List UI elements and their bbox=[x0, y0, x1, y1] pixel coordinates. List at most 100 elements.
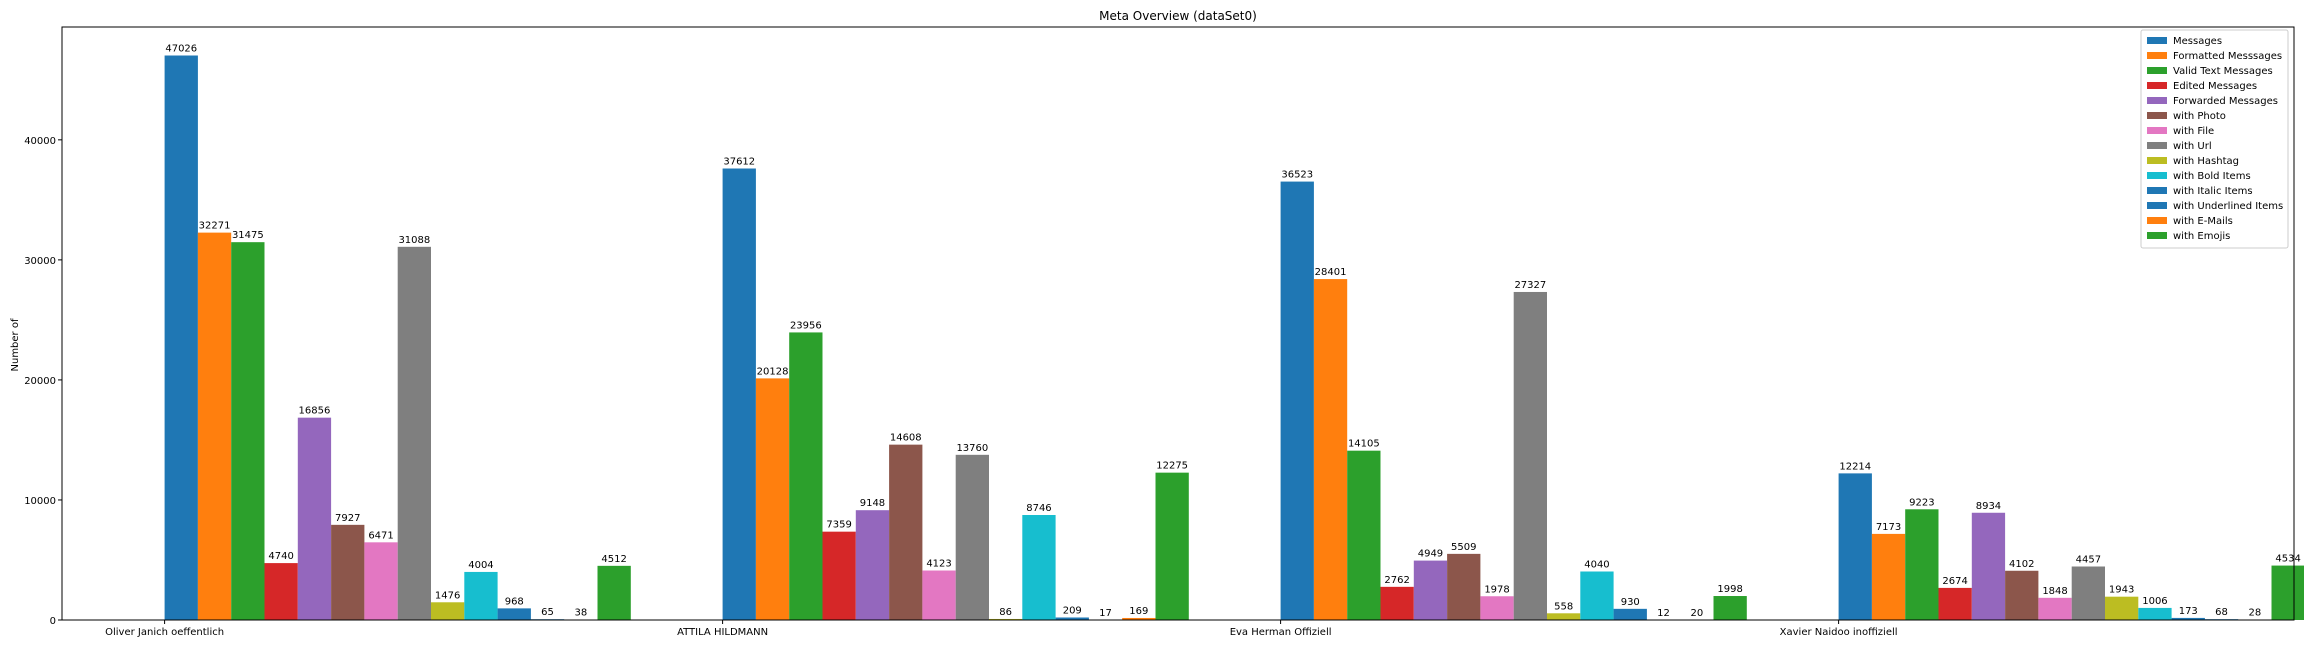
x-tick-label: Xavier Naidoo inoffiziell bbox=[1780, 627, 1898, 638]
legend-swatch bbox=[2147, 187, 2167, 194]
legend-swatch bbox=[2147, 157, 2167, 164]
bar bbox=[1613, 608, 1647, 620]
legend-label: with File bbox=[2173, 126, 2214, 137]
bar bbox=[722, 168, 756, 620]
bar bbox=[1580, 571, 1614, 620]
bar-value-label: 5509 bbox=[1451, 542, 1476, 553]
bar bbox=[1905, 509, 1939, 620]
legend-box bbox=[2140, 29, 2289, 249]
legend-label: Valid Text Messages bbox=[2173, 66, 2273, 77]
bar-value-label: 27327 bbox=[1514, 280, 1546, 291]
bar-value-label: 1978 bbox=[1484, 584, 1509, 595]
bar-value-label: 6471 bbox=[368, 530, 393, 541]
bar bbox=[2271, 565, 2304, 620]
bar bbox=[1380, 586, 1414, 620]
bar-value-label: 4004 bbox=[468, 560, 493, 571]
bar bbox=[755, 378, 790, 620]
legend-swatch bbox=[2147, 52, 2167, 59]
bar-value-label: 1943 bbox=[2109, 585, 2134, 596]
bar bbox=[364, 542, 398, 620]
bar-value-label: 4534 bbox=[2275, 554, 2300, 565]
legend-swatch bbox=[2147, 172, 2167, 179]
legend-label: Messages bbox=[2173, 36, 2222, 47]
x-tick-label: ATTILA HILDMANN bbox=[677, 627, 768, 638]
bar-value-label: 968 bbox=[505, 596, 524, 607]
bar bbox=[297, 417, 332, 620]
bar-value-label: 930 bbox=[1621, 597, 1640, 608]
bar-value-label: 14608 bbox=[890, 433, 922, 444]
bar-value-label: 28 bbox=[2248, 608, 2261, 619]
bar bbox=[789, 332, 823, 620]
legend-swatch bbox=[2147, 217, 2167, 224]
legend-swatch bbox=[2147, 82, 2167, 89]
bar bbox=[1971, 512, 2006, 620]
legend-swatch bbox=[2147, 232, 2167, 239]
bar-value-label: 4740 bbox=[268, 551, 293, 562]
bar-value-label: 17 bbox=[1099, 608, 1112, 619]
bar bbox=[1838, 473, 1872, 620]
bar-value-label: 37612 bbox=[723, 157, 755, 168]
data-labels-layer: 47026 37612 36523 12214 32271 20128 28401 7173 3… bbox=[165, 44, 2301, 619]
bar bbox=[264, 563, 298, 620]
y-tick-label: 30000 bbox=[24, 256, 56, 267]
bar bbox=[397, 246, 431, 620]
bar-value-label: 86 bbox=[999, 607, 1012, 618]
bar-value-label: 20128 bbox=[757, 366, 789, 377]
bar bbox=[1022, 515, 1056, 620]
legend-label: Forwarded Messages bbox=[2173, 96, 2278, 107]
bar bbox=[1713, 596, 1747, 620]
bar-value-label: 8934 bbox=[1976, 501, 2001, 512]
bar-value-label: 9223 bbox=[1909, 497, 1934, 508]
bar bbox=[855, 510, 890, 620]
bar-value-label: 31088 bbox=[398, 235, 430, 246]
bar bbox=[922, 570, 956, 620]
legend-swatch bbox=[2147, 127, 2167, 134]
bar bbox=[1547, 613, 1581, 620]
bar-value-label: 8746 bbox=[1026, 503, 1051, 514]
y-tick-label: 10000 bbox=[24, 496, 56, 507]
bar bbox=[1413, 560, 1448, 620]
legend-swatch bbox=[2147, 67, 2167, 74]
bar-value-label: 12 bbox=[1657, 608, 1670, 619]
x-tick-label: Oliver Janich oeffentlich bbox=[105, 627, 224, 638]
bar-value-label: 4457 bbox=[2076, 555, 2101, 566]
bar bbox=[1513, 291, 1547, 620]
bar-value-label: 9148 bbox=[860, 498, 885, 509]
bar bbox=[2171, 617, 2205, 620]
bar-value-label: 169 bbox=[1129, 606, 1148, 617]
bar bbox=[1280, 181, 1314, 620]
bar-value-label: 4040 bbox=[1584, 560, 1609, 571]
bar-value-label: 4102 bbox=[2009, 559, 2034, 570]
bar bbox=[464, 571, 498, 620]
bar bbox=[431, 602, 465, 620]
bar bbox=[497, 608, 531, 620]
bar-value-label: 65 bbox=[541, 607, 554, 618]
bar-value-label: 36523 bbox=[1281, 170, 1313, 181]
chart-title: Meta Overview (dataSet0) bbox=[1099, 9, 1257, 23]
bar-value-label: 1998 bbox=[1717, 584, 1742, 595]
bar bbox=[989, 618, 1023, 620]
bar bbox=[1347, 450, 1381, 620]
legend: Messages Formatted Messsages Valid Text Me… bbox=[2140, 29, 2289, 249]
bar bbox=[2071, 566, 2105, 620]
bar-value-label: 12275 bbox=[1156, 461, 1188, 472]
bar bbox=[231, 242, 265, 621]
bar-value-label: 16856 bbox=[299, 406, 331, 417]
legend-label: with Url bbox=[2173, 141, 2212, 152]
legend-label: Edited Messages bbox=[2173, 81, 2257, 92]
bar-value-label: 173 bbox=[2179, 606, 2198, 617]
bar bbox=[955, 454, 989, 620]
y-tick-label: 40000 bbox=[24, 136, 56, 147]
legend-swatch bbox=[2147, 112, 2167, 119]
bar bbox=[1938, 587, 1972, 620]
bar-value-label: 4512 bbox=[601, 554, 626, 565]
bar-value-label: 7173 bbox=[1876, 522, 1901, 533]
bar-value-label: 28401 bbox=[1315, 267, 1347, 278]
y-tick-label: 0 bbox=[50, 616, 56, 627]
bar-value-label: 1476 bbox=[435, 590, 460, 601]
bar bbox=[1480, 596, 1514, 620]
bar-value-label: 1006 bbox=[2142, 596, 2167, 607]
plot-frame bbox=[61, 26, 2295, 621]
legend-swatch bbox=[2147, 37, 2167, 44]
bar bbox=[822, 531, 856, 620]
